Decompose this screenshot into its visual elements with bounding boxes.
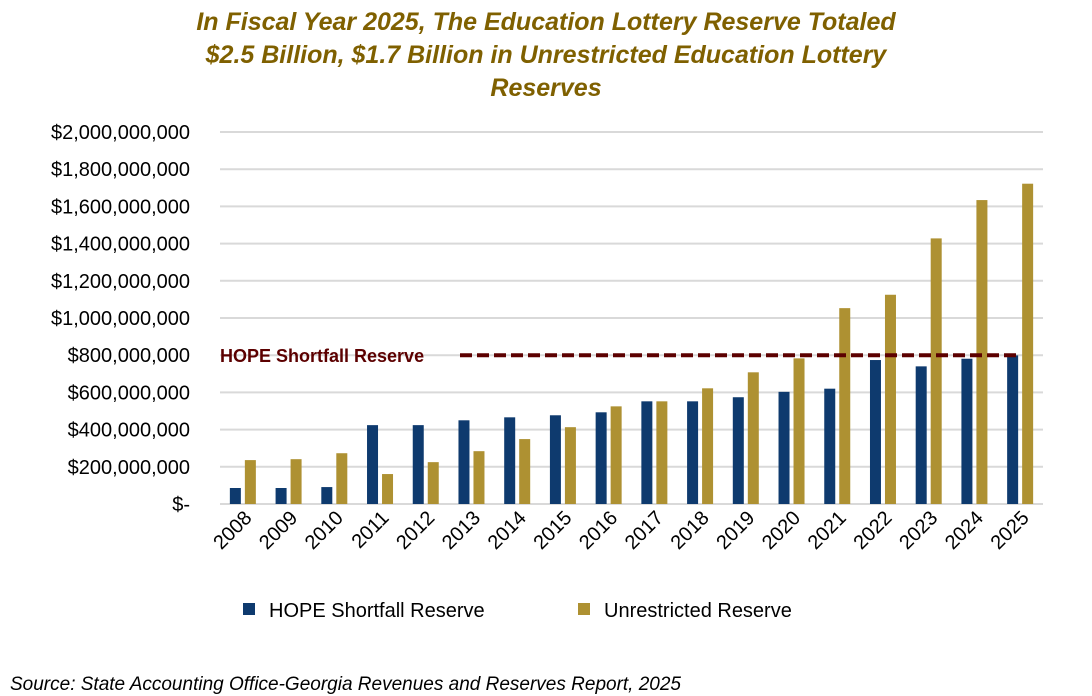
bar-unrestricted bbox=[793, 358, 805, 504]
x-tick-label: 2018 bbox=[667, 507, 714, 554]
bar-unrestricted bbox=[519, 439, 531, 504]
bar-unrestricted bbox=[702, 388, 714, 504]
y-tick-label: $1,000,000,000 bbox=[51, 308, 190, 330]
bar-hope bbox=[869, 360, 881, 504]
reference-line-label: HOPE Shortfall Reserve bbox=[220, 346, 424, 366]
x-tick-label: 2017 bbox=[621, 507, 668, 554]
x-tick-label: 2013 bbox=[438, 507, 485, 554]
chart-title-line: Reserves bbox=[490, 74, 602, 102]
x-tick-label: 2012 bbox=[392, 507, 439, 554]
legend-label: Unrestricted Reserve bbox=[604, 600, 792, 622]
x-tick-label: 2015 bbox=[529, 507, 576, 554]
chart-title-line: $2.5 Billion, $1.7 Billion in Unrestrict… bbox=[205, 41, 887, 69]
y-tick-label: $- bbox=[172, 494, 190, 516]
bar-unrestricted bbox=[930, 238, 942, 504]
bar-unrestricted bbox=[610, 406, 622, 504]
chart-title-line: In Fiscal Year 2025, The Education Lotte… bbox=[196, 8, 896, 36]
bar-hope bbox=[778, 391, 790, 504]
bar-unrestricted bbox=[656, 401, 668, 504]
x-tick-label: 2009 bbox=[255, 507, 302, 554]
y-tick-label: $1,600,000,000 bbox=[51, 196, 190, 218]
x-tick-label: 2016 bbox=[575, 507, 622, 554]
bar-unrestricted bbox=[747, 372, 759, 504]
bar-unrestricted bbox=[473, 451, 485, 504]
bar-hope bbox=[412, 425, 424, 504]
x-tick-label: 2025 bbox=[987, 507, 1034, 554]
bar-unrestricted bbox=[427, 462, 439, 504]
bar-unrestricted bbox=[1022, 183, 1034, 504]
bar-unrestricted bbox=[244, 460, 256, 504]
bar-unrestricted bbox=[976, 200, 988, 505]
bar-unrestricted bbox=[564, 427, 576, 504]
x-tick-label: 2011 bbox=[348, 507, 394, 553]
bar-hope bbox=[824, 388, 836, 504]
y-tick-label: $600,000,000 bbox=[68, 382, 190, 404]
bar-hope bbox=[687, 401, 699, 504]
x-tick-label: 2014 bbox=[484, 507, 531, 554]
y-tick-label: $1,400,000,000 bbox=[51, 234, 190, 256]
x-tick-label: 2008 bbox=[209, 507, 256, 554]
bar-hope bbox=[961, 358, 973, 504]
x-tick-label: 2020 bbox=[758, 507, 805, 554]
y-tick-label: $200,000,000 bbox=[68, 457, 190, 479]
legend-swatch bbox=[578, 603, 590, 615]
bar-unrestricted bbox=[839, 308, 851, 504]
bar-unrestricted bbox=[290, 459, 302, 504]
bar-hope bbox=[641, 401, 653, 504]
x-tick-label: 2022 bbox=[849, 507, 896, 554]
bar-hope bbox=[458, 420, 470, 504]
bar-hope bbox=[549, 415, 561, 504]
bar-unrestricted bbox=[382, 474, 394, 504]
x-tick-label: 2010 bbox=[301, 507, 348, 554]
x-tick-label: 2024 bbox=[941, 507, 988, 554]
bar-unrestricted bbox=[884, 294, 896, 504]
legend-swatch bbox=[243, 603, 255, 615]
bar-hope bbox=[367, 425, 379, 504]
x-tick-label: 2021 bbox=[804, 507, 851, 554]
y-tick-label: $800,000,000 bbox=[68, 345, 190, 367]
bar-hope bbox=[229, 488, 241, 504]
bar-hope bbox=[595, 412, 607, 504]
bar-hope bbox=[504, 417, 516, 504]
bar-hope bbox=[732, 397, 744, 504]
y-tick-label: $400,000,000 bbox=[68, 420, 190, 442]
x-tick-label: 2023 bbox=[895, 507, 942, 554]
bar-hope bbox=[275, 488, 287, 504]
y-tick-label: $2,000,000,000 bbox=[51, 122, 190, 144]
y-tick-label: $1,200,000,000 bbox=[51, 271, 190, 293]
x-tick-label: 2019 bbox=[712, 507, 759, 554]
legend-label: HOPE Shortfall Reserve bbox=[269, 600, 485, 622]
bar-hope bbox=[915, 366, 927, 504]
bar-unrestricted bbox=[336, 453, 348, 504]
source-note: Source: State Accounting Office-Georgia … bbox=[10, 674, 682, 695]
bar-hope bbox=[321, 487, 333, 504]
bar-hope bbox=[1007, 355, 1019, 504]
y-tick-label: $1,800,000,000 bbox=[51, 159, 190, 181]
chart-title: In Fiscal Year 2025, The Education Lotte… bbox=[0, 6, 1092, 105]
